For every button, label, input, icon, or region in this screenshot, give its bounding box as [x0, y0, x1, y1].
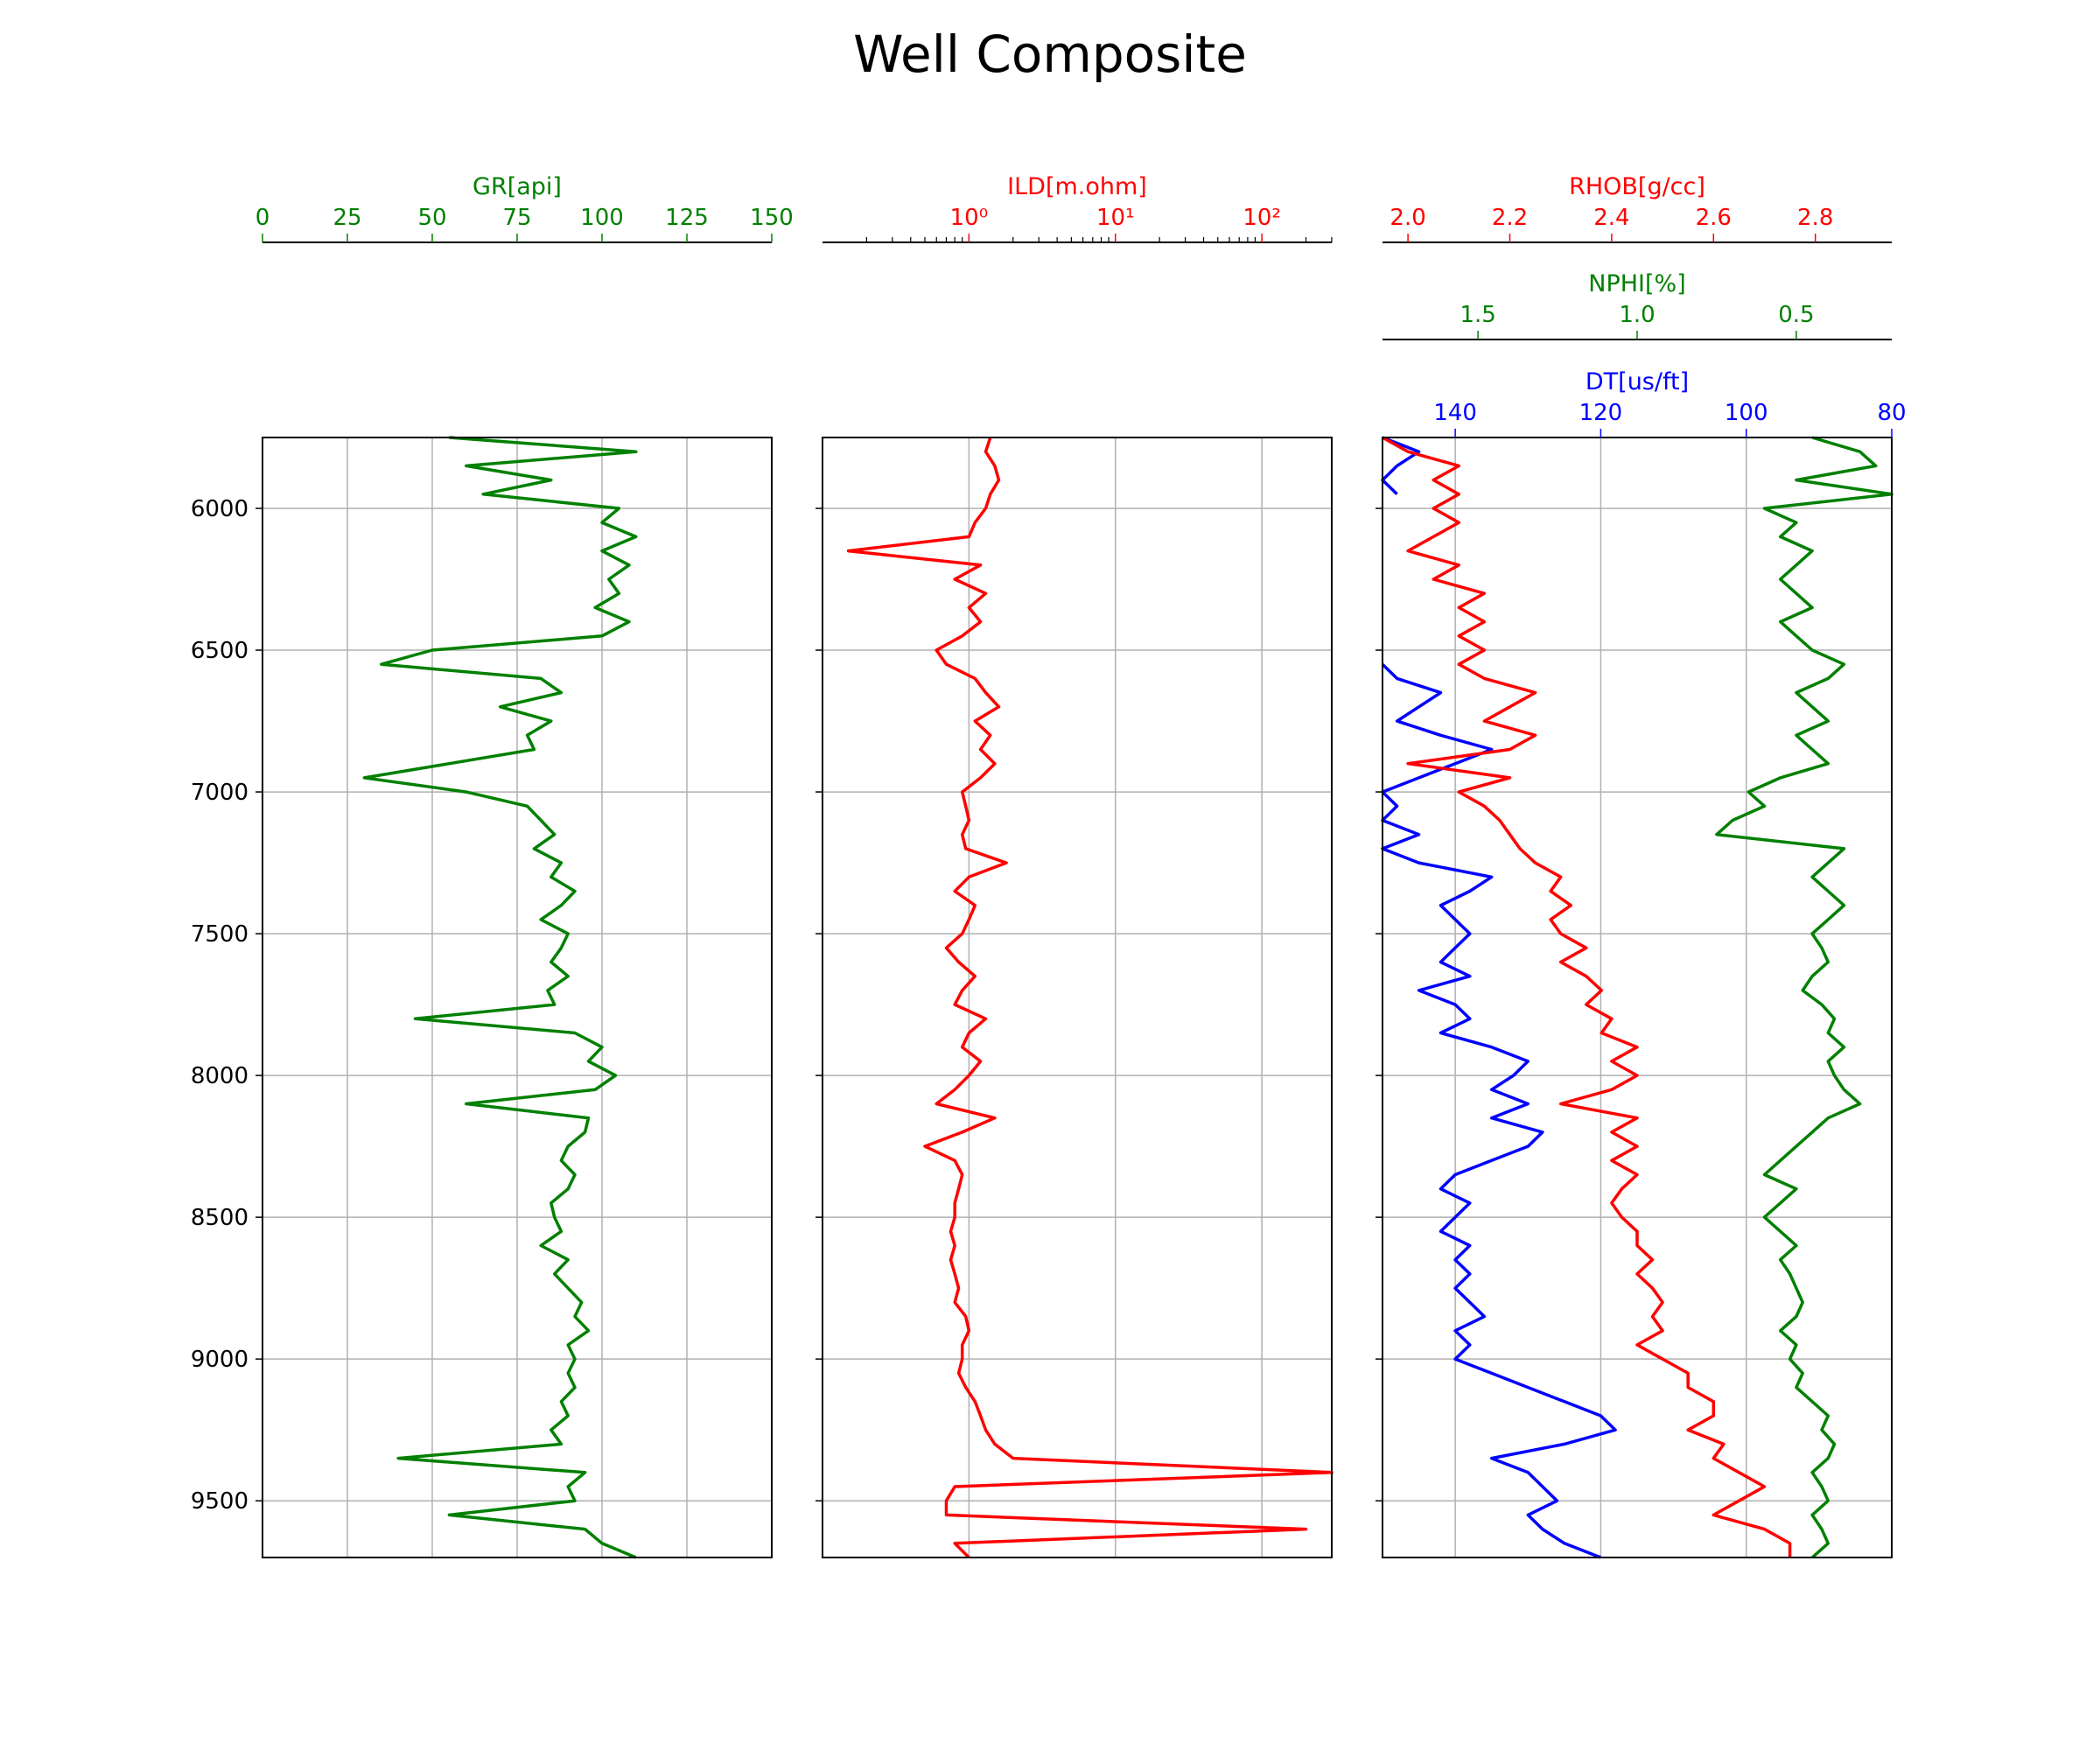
- axis-tick-label: 100: [1725, 400, 1768, 426]
- axis-tick-label: 150: [750, 205, 794, 231]
- depth-tick-label: 9000: [191, 1347, 248, 1373]
- track-2-frame: [822, 437, 1333, 1558]
- depth-tick-label: 8500: [191, 1205, 248, 1231]
- depth-tick-label: 7500: [191, 921, 248, 948]
- axis-title: RHOB[g/cc]: [1569, 173, 1705, 200]
- axis-tick-label: 2.4: [1593, 205, 1629, 231]
- axis-tick-label: 125: [665, 205, 709, 231]
- axis-title: GR[api]: [472, 173, 562, 200]
- axis-tick-label: 10⁰: [950, 205, 989, 231]
- nphi-series-line: [1715, 436, 1894, 1559]
- axis-title: ILD[m.ohm]: [1007, 173, 1147, 200]
- depth-tick-label: 9500: [191, 1488, 248, 1515]
- axis-title: NPHI[%]: [1588, 270, 1685, 298]
- axis-title: DT[us/ft]: [1586, 368, 1689, 396]
- axis-tick-label: 100: [580, 205, 624, 231]
- axis-tick-label: 50: [417, 205, 446, 231]
- axis-tick-label: 2.6: [1696, 205, 1732, 231]
- rhob-series-line: [1382, 436, 1792, 1558]
- ild-series-line: [846, 437, 1334, 1559]
- axis-tick-label: 0: [256, 205, 270, 231]
- dt-series-line: [1381, 436, 1617, 1559]
- axis-tick-label: 2.2: [1492, 205, 1528, 231]
- axis-tick-label: 80: [1877, 400, 1906, 426]
- axis-tick-label: 2.8: [1797, 205, 1833, 231]
- axis-tick-label: 1.5: [1460, 302, 1495, 328]
- gr-series-line: [362, 436, 638, 1559]
- depth-tick-label: 7000: [191, 780, 248, 806]
- axis-tick-label: 75: [502, 205, 531, 231]
- axis-tick-label: 10²: [1242, 205, 1281, 231]
- depth-tick-label: 6500: [191, 638, 248, 664]
- axis-tick-label: 120: [1579, 400, 1623, 426]
- axis-tick-label: 10¹: [1096, 205, 1135, 231]
- depth-tick-label: 8000: [191, 1063, 248, 1089]
- track-1-frame: [262, 437, 773, 1558]
- depth-tick-label: 6000: [191, 496, 248, 522]
- axis-tick-label: 0.5: [1778, 302, 1814, 328]
- axis-tick-label: 1.0: [1619, 302, 1655, 328]
- axis-tick-label: 25: [332, 205, 361, 231]
- axis-tick-label: 2.0: [1390, 205, 1425, 231]
- figure-title: Well Composite: [853, 24, 1247, 84]
- axis-tick-label: 140: [1433, 400, 1477, 426]
